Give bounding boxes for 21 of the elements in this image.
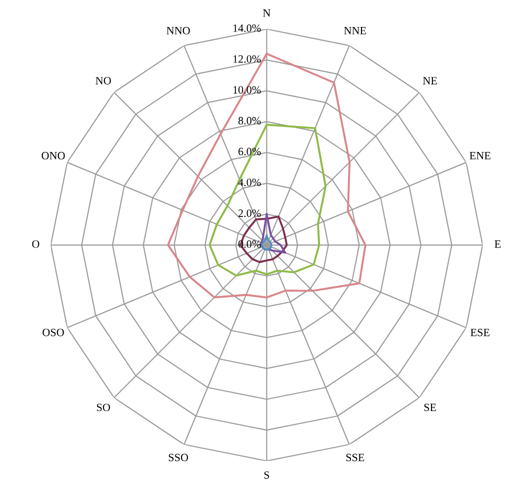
spoke-label: E — [494, 240, 501, 248]
spoke-label: NNE — [344, 26, 366, 34]
spoke-label: NO — [96, 76, 111, 84]
spoke-label: SSO — [168, 454, 188, 462]
spoke-label: SE — [424, 404, 436, 412]
y-tick-label: 2.0% — [238, 209, 261, 218]
spoke-label: ENE — [470, 152, 490, 160]
y-tick-label: 8.0% — [238, 116, 261, 124]
spoke-label: NE — [422, 77, 437, 84]
spoke-label: ONO — [42, 152, 65, 160]
spoke-label: O — [32, 240, 40, 248]
spoke-label: N — [263, 9, 270, 17]
y-tick-label: 12.0% — [233, 55, 261, 63]
y-tick-label: 14.0% — [233, 24, 261, 32]
spoke-label: SSE — [346, 454, 364, 462]
spoke-label: ESE — [470, 328, 490, 336]
spoke-label: OSO — [42, 328, 64, 336]
spoke-label: SO — [96, 404, 110, 412]
y-tick-label: 10.0% — [233, 86, 261, 94]
spoke-label: S — [264, 471, 270, 479]
spoke-label: NNO — [166, 26, 190, 34]
